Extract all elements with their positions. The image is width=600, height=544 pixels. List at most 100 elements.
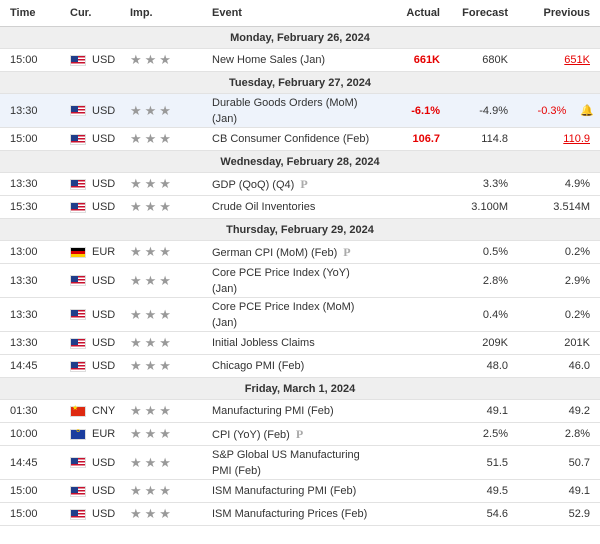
importance-stars-icon: ★★★ bbox=[120, 422, 202, 446]
event-actual bbox=[378, 445, 450, 480]
header-actual[interactable]: Actual bbox=[378, 0, 450, 27]
event-currency: USD bbox=[92, 274, 116, 287]
us-flag-icon bbox=[70, 457, 86, 468]
event-name[interactable]: CPI (YoY) (Feb) bbox=[212, 428, 290, 441]
preliminary-icon: P bbox=[295, 426, 304, 441]
event-actual bbox=[378, 502, 450, 526]
event-time: 13:30 bbox=[0, 172, 60, 196]
event-forecast: 209K bbox=[450, 331, 518, 355]
table-row[interactable]: 15:00 USD ★★★ CB Consumer Confidence (Fe… bbox=[0, 127, 600, 151]
event-name[interactable]: Chicago PMI (Feb) bbox=[202, 354, 378, 378]
event-actual bbox=[378, 297, 450, 332]
event-currency: USD bbox=[92, 508, 116, 520]
day-header-row: Friday, March 1, 2024 bbox=[0, 377, 600, 400]
table-row[interactable]: 15:00 USD ★★★ New Home Sales (Jan) 661K … bbox=[0, 48, 600, 72]
event-previous: 4.9% bbox=[518, 172, 600, 196]
event-name[interactable]: New Home Sales (Jan) bbox=[202, 48, 378, 72]
day-date: Thursday, February 29, 2024 bbox=[0, 218, 600, 241]
event-previous: 2.8% bbox=[518, 422, 600, 446]
us-flag-icon bbox=[70, 105, 86, 116]
event-name[interactable]: German CPI (MoM) (Feb) bbox=[212, 246, 338, 259]
bell-icon[interactable]: 🔔 bbox=[580, 105, 594, 117]
event-time: 13:00 bbox=[0, 240, 60, 264]
event-forecast: 48.0 bbox=[450, 354, 518, 378]
table-row[interactable]: 13:00 EUR ★★★ German CPI (MoM) (Feb) P 0.… bbox=[0, 240, 600, 264]
event-name[interactable]: GDP (QoQ) (Q4) bbox=[212, 178, 295, 191]
importance-stars-icon: ★★★ bbox=[120, 445, 202, 480]
event-actual bbox=[378, 479, 450, 503]
event-currency: USD bbox=[92, 456, 116, 469]
event-previous[interactable]: 110.9 bbox=[563, 133, 590, 145]
table-row[interactable]: 13:30 USD ★★★ Core PCE Price Index (MoM)… bbox=[0, 297, 600, 332]
event-previous[interactable]: 651K bbox=[564, 54, 590, 66]
event-forecast: 51.5 bbox=[450, 445, 518, 480]
event-previous: 52.9 bbox=[518, 502, 600, 526]
event-actual bbox=[378, 195, 450, 219]
event-actual bbox=[378, 399, 450, 423]
day-header-row: Thursday, February 29, 2024 bbox=[0, 218, 600, 241]
event-actual bbox=[378, 354, 450, 378]
event-actual bbox=[378, 263, 450, 298]
table-row[interactable]: 14:45 USD ★★★ Chicago PMI (Feb) 48.0 46.… bbox=[0, 354, 600, 378]
event-time: 14:45 bbox=[0, 445, 60, 480]
us-flag-icon bbox=[70, 178, 86, 190]
event-name[interactable]: Manufacturing PMI (Feb) bbox=[202, 399, 378, 423]
table-row[interactable]: 13:30 USD ★★★ Durable Goods Orders (MoM)… bbox=[0, 93, 600, 128]
event-name[interactable]: CB Consumer Confidence (Feb) bbox=[202, 127, 378, 151]
event-currency: CNY bbox=[92, 405, 116, 417]
table-row[interactable]: 15:00 USD ★★★ ISM Manufacturing Prices (… bbox=[0, 502, 600, 526]
header-row: Time Cur. Imp. Event Actual Forecast Pre… bbox=[0, 0, 600, 27]
event-name[interactable]: Initial Jobless Claims bbox=[202, 331, 378, 355]
china-flag-icon bbox=[70, 404, 86, 417]
header-event[interactable]: Event bbox=[202, 0, 378, 27]
event-name[interactable]: Crude Oil Inventories bbox=[202, 195, 378, 219]
table-row[interactable]: 14:45 USD ★★★ S&P Global US Manufacturin… bbox=[0, 445, 600, 480]
event-actual: -6.1% bbox=[378, 93, 450, 128]
event-currency: EUR bbox=[92, 246, 116, 258]
table-row[interactable]: 15:30 USD ★★★ Crude Oil Inventories 3.10… bbox=[0, 195, 600, 219]
event-actual bbox=[378, 240, 450, 264]
importance-stars-icon: ★★★ bbox=[120, 263, 202, 298]
table-row[interactable]: 01:30 CNY ★★★ Manufacturing PMI (Feb) 49… bbox=[0, 399, 600, 423]
event-name[interactable]: Durable Goods Orders (MoM) (Jan) bbox=[202, 93, 378, 128]
importance-stars-icon: ★★★ bbox=[120, 399, 202, 423]
event-previous: 3.514M bbox=[518, 195, 600, 219]
importance-stars-icon: ★★★ bbox=[120, 331, 202, 355]
event-previous: 0.2% bbox=[518, 240, 600, 264]
event-time: 13:30 bbox=[0, 263, 60, 298]
importance-stars-icon: ★★★ bbox=[120, 479, 202, 503]
event-name[interactable]: S&P Global US Manufacturing PMI (Feb) bbox=[202, 445, 378, 480]
event-forecast: 49.5 bbox=[450, 479, 518, 503]
event-currency: USD bbox=[92, 178, 116, 190]
header-forecast[interactable]: Forecast bbox=[450, 0, 518, 27]
importance-stars-icon: ★★★ bbox=[120, 93, 202, 128]
us-flag-icon bbox=[70, 54, 86, 66]
preliminary-icon: P bbox=[343, 244, 351, 259]
table-row[interactable]: 13:30 USD ★★★ GDP (QoQ) (Q4) P 3.3% 4.9% bbox=[0, 172, 600, 196]
table-row[interactable]: 13:30 USD ★★★ Core PCE Price Index (YoY)… bbox=[0, 263, 600, 298]
event-time: 13:30 bbox=[0, 93, 60, 128]
event-forecast: 3.100M bbox=[450, 195, 518, 219]
table-row[interactable]: 13:30 USD ★★★ Initial Jobless Claims 209… bbox=[0, 331, 600, 355]
event-actual bbox=[378, 422, 450, 446]
event-name[interactable]: ISM Manufacturing Prices (Feb) bbox=[202, 502, 378, 526]
event-forecast: 54.6 bbox=[450, 502, 518, 526]
header-importance[interactable]: Imp. bbox=[120, 0, 202, 27]
event-previous: 2.9% bbox=[518, 263, 600, 298]
us-flag-icon bbox=[70, 337, 86, 349]
event-currency: USD bbox=[92, 54, 116, 66]
table-row[interactable]: 10:00 EUR ★★★ CPI (YoY) (Feb) P 2.5% 2.8% bbox=[0, 422, 600, 446]
event-previous: 50.7 bbox=[518, 445, 600, 480]
us-flag-icon bbox=[70, 485, 86, 497]
event-name[interactable]: ISM Manufacturing PMI (Feb) bbox=[202, 479, 378, 503]
header-time[interactable]: Time bbox=[0, 0, 60, 27]
event-actual: 661K bbox=[378, 48, 450, 72]
event-actual bbox=[378, 331, 450, 355]
event-name[interactable]: Core PCE Price Index (MoM) (Jan) bbox=[202, 297, 378, 332]
header-currency[interactable]: Cur. bbox=[60, 0, 120, 27]
table-row[interactable]: 15:00 USD ★★★ ISM Manufacturing PMI (Feb… bbox=[0, 479, 600, 503]
event-name[interactable]: Core PCE Price Index (YoY) (Jan) bbox=[202, 263, 378, 298]
header-previous[interactable]: Previous bbox=[518, 0, 600, 27]
us-flag-icon bbox=[70, 275, 86, 286]
event-forecast: 3.3% bbox=[450, 172, 518, 196]
